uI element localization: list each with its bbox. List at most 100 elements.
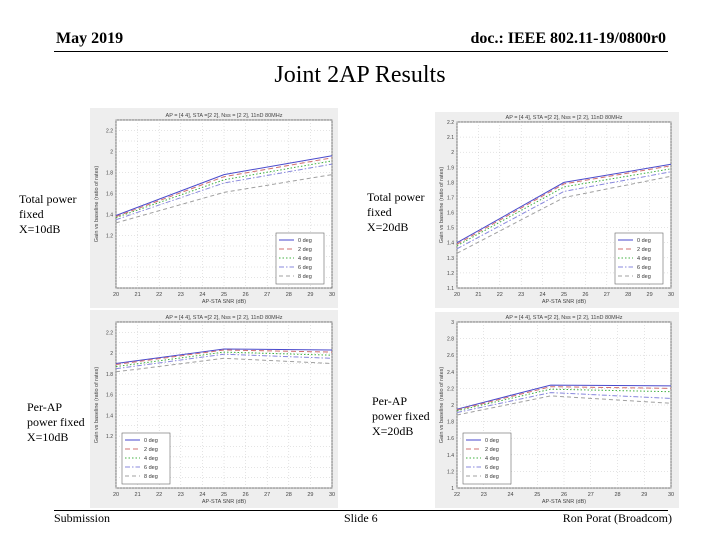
y-tick-label: 1.5 bbox=[447, 226, 454, 232]
y-tick-label: 1.4 bbox=[447, 453, 454, 459]
y-tick-label: 1.4 bbox=[106, 213, 113, 219]
series-line bbox=[115, 349, 333, 365]
y-tick-label: 1 bbox=[451, 486, 454, 492]
series-line bbox=[115, 157, 333, 218]
legend-label: 6 deg bbox=[298, 265, 312, 271]
x-tick-label: 22 bbox=[454, 492, 460, 498]
y-tick-label: 2.8 bbox=[447, 337, 454, 343]
x-tick-label: 20 bbox=[113, 292, 119, 298]
x-tick-label: 22 bbox=[156, 292, 162, 298]
label-line: X=10dB bbox=[19, 222, 61, 236]
series-line bbox=[115, 348, 333, 364]
x-tick-label: 27 bbox=[604, 292, 610, 298]
x-axis-label: AP-STA SNR (dB) bbox=[202, 299, 246, 305]
legend-label: 4 deg bbox=[637, 256, 651, 262]
x-axis-label: AP-STA SNR (dB) bbox=[542, 299, 586, 305]
y-tick-label: 1.8 bbox=[106, 372, 113, 378]
y-tick-label: 3 bbox=[451, 320, 454, 326]
label-per-ap-power-x20: Per-AP power fixed X=20dB bbox=[372, 394, 430, 439]
legend-label: 2 deg bbox=[298, 247, 312, 253]
legend-label: 0 deg bbox=[485, 438, 499, 444]
series-line bbox=[115, 351, 333, 368]
y-tick-label: 1.2 bbox=[447, 271, 454, 277]
x-tick-label: 27 bbox=[588, 492, 594, 498]
series-line bbox=[456, 392, 672, 413]
y-tick-label: 1.1 bbox=[447, 286, 454, 292]
chart-total-power-x10: 1.2 1.4 1.6 1.8 2 2.2 20 21 22 23 24 25 26 27 28 29 30 AP… bbox=[90, 108, 338, 308]
x-tick-label: 29 bbox=[647, 292, 653, 298]
y-tick-label: 1.2 bbox=[106, 234, 113, 240]
legend-label: 4 deg bbox=[144, 456, 158, 462]
x-axis-label: AP-STA SNR (dB) bbox=[542, 499, 586, 505]
x-tick-label: 30 bbox=[329, 292, 335, 298]
legend-label: 6 deg bbox=[637, 265, 651, 271]
legend-label: 6 deg bbox=[144, 465, 158, 471]
x-tick-label: 28 bbox=[614, 492, 620, 498]
x-tick-label: 25 bbox=[221, 292, 227, 298]
y-tick-label: 2.4 bbox=[447, 370, 454, 376]
x-tick-label: 28 bbox=[286, 292, 292, 298]
x-tick-label: 20 bbox=[454, 292, 460, 298]
legend-label: 8 deg bbox=[298, 274, 312, 280]
chart-per-ap-power-x10: 1.2 1.4 1.6 1.8 2 2.2 20 21 22 23 24 25 26 27 28 29 30 AP… bbox=[90, 310, 338, 508]
slide-title: Joint 2AP Results bbox=[274, 62, 446, 88]
label-line: X=20dB bbox=[367, 220, 409, 234]
series-line bbox=[456, 388, 672, 412]
x-tick-label: 25 bbox=[561, 292, 567, 298]
label-line: Total power bbox=[367, 190, 425, 204]
x-tick-label: 21 bbox=[135, 492, 141, 498]
x-tick-label: 22 bbox=[497, 292, 503, 298]
y-tick-label: 2.2 bbox=[447, 120, 454, 126]
x-tick-label: 26 bbox=[582, 292, 588, 298]
y-tick-label: 1.3 bbox=[447, 256, 454, 262]
legend-label: 0 deg bbox=[298, 238, 312, 244]
label-line: fixed bbox=[367, 205, 392, 219]
series-line bbox=[115, 357, 333, 373]
label-line: power fixed bbox=[27, 415, 85, 429]
label-total-power-x10: Total power fixed X=10dB bbox=[19, 192, 76, 237]
legend-label: 2 deg bbox=[485, 447, 499, 453]
y-tick-label: 1.8 bbox=[106, 171, 113, 177]
x-tick-label: 23 bbox=[481, 492, 487, 498]
footer-author: Ron Porat (Broadcom) bbox=[562, 511, 672, 525]
y-tick-label: 1.2 bbox=[106, 434, 113, 440]
label-line: fixed bbox=[19, 207, 44, 221]
y-axis-label: Gain vs baseline (ratio of rates) bbox=[94, 166, 100, 243]
series-line bbox=[115, 353, 333, 370]
series-line bbox=[456, 163, 672, 244]
legend-label: 4 deg bbox=[298, 256, 312, 262]
legend-label: 8 deg bbox=[637, 274, 651, 280]
x-tick-label: 25 bbox=[534, 492, 540, 498]
x-tick-label: 23 bbox=[178, 292, 184, 298]
x-tick-label: 24 bbox=[199, 292, 205, 298]
y-tick-label: 1.9 bbox=[447, 165, 454, 171]
footer-slide-number: Slide 6 bbox=[344, 511, 378, 525]
chart-per-ap-power-x20-svg: 1 1.2 1.4 1.6 1.8 2 2.2 2.4 2.6 2.8 3 22 23 24 25 26 27 2… bbox=[439, 315, 674, 505]
x-tick-label: 23 bbox=[178, 492, 184, 498]
y-tick-label: 2 bbox=[110, 150, 113, 156]
legend-label: 8 deg bbox=[485, 474, 499, 480]
legend-label: 0 deg bbox=[144, 438, 158, 444]
x-tick-label: 25 bbox=[221, 492, 227, 498]
label-line: X=20dB bbox=[372, 424, 414, 438]
x-tick-label: 24 bbox=[540, 292, 546, 298]
y-tick-label: 1.7 bbox=[447, 195, 454, 201]
y-tick-label: 2 bbox=[451, 150, 454, 156]
x-tick-label: 24 bbox=[199, 492, 205, 498]
label-line: Per-AP bbox=[27, 400, 63, 414]
y-tick-label: 2.6 bbox=[447, 353, 454, 359]
x-tick-label: 20 bbox=[113, 492, 119, 498]
y-tick-label: 1.6 bbox=[447, 211, 454, 217]
y-axis-label: Gain vs baseline (ratio of rates) bbox=[439, 367, 445, 444]
header-rule bbox=[54, 51, 668, 52]
y-tick-label: 1.2 bbox=[447, 469, 454, 475]
x-tick-label: 24 bbox=[507, 492, 513, 498]
x-tick-label: 29 bbox=[307, 292, 313, 298]
chart-total-power-x20: 1.1 1.2 1.3 1.4 1.5 1.6 1.7 1.8 1.9 2 2.1 2.2 20 21 22… bbox=[435, 112, 679, 308]
y-tick-label: 1.6 bbox=[106, 393, 113, 399]
label-line: Per-AP bbox=[372, 394, 408, 408]
series-line bbox=[456, 165, 672, 245]
legend-label: 2 deg bbox=[144, 447, 158, 453]
legend-label: 8 deg bbox=[144, 474, 158, 480]
label-line: power fixed bbox=[372, 409, 430, 423]
